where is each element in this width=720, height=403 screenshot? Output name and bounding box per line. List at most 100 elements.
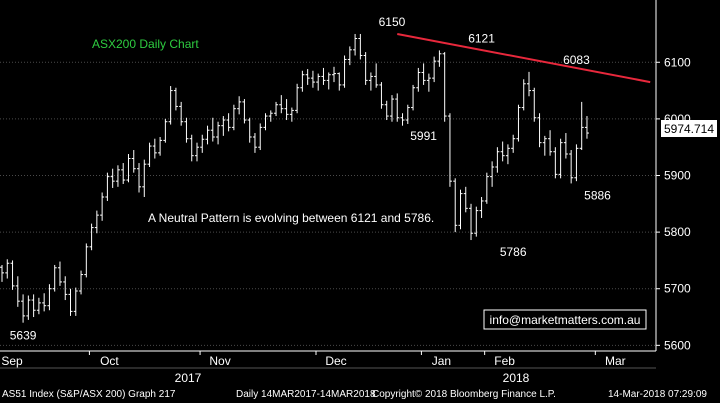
ohlc-bar	[152, 138, 157, 159]
ohlc-bar	[347, 46, 352, 66]
ohlc-bar	[516, 104, 521, 142]
ohlc-bar	[221, 116, 226, 136]
ohlc-bar	[469, 203, 474, 241]
ohlc-bar	[321, 67, 326, 85]
ohlc-bar	[521, 79, 526, 111]
ohlc-bar	[200, 134, 205, 153]
ohlc-bar	[142, 159, 147, 198]
watermark-box	[483, 309, 647, 330]
year-label: 2017	[175, 371, 202, 385]
ohlc-bar	[68, 288, 73, 316]
ohlc-bar	[310, 70, 315, 88]
ohlc-bar	[374, 63, 379, 88]
ohlc-bar	[368, 72, 373, 91]
ohlc-bar	[26, 295, 31, 320]
ohlc-bar	[21, 294, 26, 323]
ohlc-bar	[421, 63, 426, 85]
point-labels: 6150 6121 6083 5991 5786 5886 5639	[10, 15, 611, 342]
pattern-annotation: A Neutral Pattern is evolving between 61…	[148, 211, 434, 225]
ohlc-bar	[258, 123, 263, 151]
ohlc-bar	[194, 142, 199, 162]
ohlc-bar	[73, 287, 78, 316]
ohlc-bar	[395, 93, 400, 122]
x-tick-label: Feb	[494, 354, 515, 368]
footer-range: Daily 14MAR2017-14MAR2018	[236, 389, 376, 400]
ohlc-bar	[484, 172, 489, 204]
ohlc-bar	[463, 186, 468, 213]
point-label: 6083	[563, 53, 590, 67]
x-tick-label: Oct	[100, 354, 119, 368]
ohlc-bar	[400, 113, 405, 126]
ohlc-bar	[505, 144, 510, 165]
resistance-trendline	[397, 32, 651, 84]
point-label: 5886	[584, 188, 611, 202]
watermark-text: info@marketmatters.com.au	[490, 313, 641, 327]
ohlc-bar	[548, 130, 553, 156]
ohlc-bar	[500, 141, 505, 162]
ohlc-bar	[490, 161, 495, 187]
ohlc-bar	[532, 87, 537, 122]
ohlc-bar	[405, 104, 410, 124]
ohlc-bar	[237, 96, 242, 115]
ohlc-bar	[100, 192, 105, 221]
point-label: 5991	[410, 129, 437, 143]
ohlc-bar	[205, 125, 210, 145]
ohlc-bar	[353, 33, 358, 56]
ohlc-bar	[247, 117, 252, 143]
ohlc-bar	[332, 66, 337, 83]
ohlc-bar	[210, 117, 215, 142]
ohlc-bar	[10, 260, 15, 290]
ohlc-bar	[57, 261, 62, 286]
x-tick-label: Jan	[432, 354, 451, 368]
x-tick-label: Dec	[325, 354, 346, 368]
ohlc-bar	[569, 150, 574, 184]
ohlc-bar	[474, 206, 479, 237]
ohlc-bar	[553, 147, 558, 179]
ohlc-bar	[242, 99, 247, 124]
ohlc-bar	[574, 144, 579, 182]
point-label: 5786	[500, 245, 527, 259]
point-label: 6150	[379, 15, 406, 29]
ohlc-chart: ASX200 Daily Chart A Neutral Pattern is …	[0, 0, 717, 385]
ohlc-bar	[579, 101, 584, 151]
ohlc-bar	[495, 147, 500, 173]
ohlc-bar	[458, 189, 463, 230]
x-axis-ticks: Sep Oct Nov Dec Jan Feb Mar 2017 2018	[1, 351, 626, 385]
ohlc-bar	[52, 264, 57, 292]
ohlc-bar	[432, 56, 437, 83]
footer-timestamp: 14-Mar-2018 07:29:09	[608, 389, 707, 400]
ohlc-bar	[479, 197, 484, 218]
ohlc-bar	[411, 84, 416, 111]
ohlc-bar	[274, 101, 279, 117]
y-tick-label: 6100	[664, 55, 691, 69]
footer-index: AS51 Index (S&P/ASX 200) Graph 217	[2, 389, 176, 400]
ohlc-bar	[379, 82, 384, 109]
chart-title: ASX200 Daily Chart	[92, 37, 199, 51]
ohlc-bar	[231, 104, 236, 131]
ohlc-bar	[94, 210, 99, 234]
ohlc-bar	[442, 52, 447, 122]
ohlc-bar	[558, 138, 563, 179]
y-tick-label: 5600	[664, 338, 691, 352]
ohlc-bar	[511, 134, 516, 153]
y-tick-label: 5800	[664, 225, 691, 239]
ohlc-bar	[542, 135, 547, 156]
ohlc-bar	[289, 107, 294, 122]
ohlc-bar	[426, 73, 431, 92]
ohlc-bar	[137, 163, 142, 193]
ohlc-bar	[363, 52, 368, 85]
ohlc-bar	[163, 118, 168, 143]
last-price-label: 5974.714	[664, 122, 714, 136]
ohlc-bar	[268, 110, 273, 122]
ohlc-bar	[89, 223, 94, 251]
ohlc-bar	[110, 168, 115, 188]
ohlc-bar	[437, 50, 442, 67]
ohlc-bar	[416, 67, 421, 92]
ohlc-bar	[389, 95, 394, 122]
x-tick-label: Nov	[209, 354, 230, 368]
ohlc-bar	[115, 165, 120, 187]
ohlc-bar	[358, 33, 363, 60]
price-bars	[0, 33, 589, 323]
ohlc-bar	[84, 243, 89, 278]
ohlc-bar	[305, 69, 310, 85]
